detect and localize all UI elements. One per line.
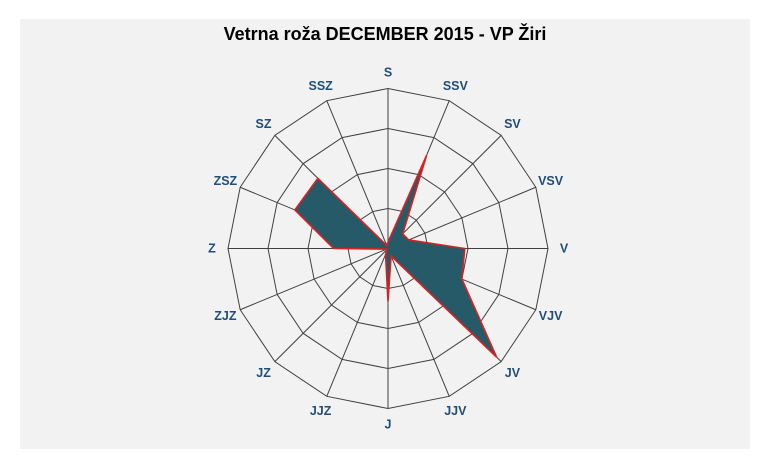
direction-label-SV: SV xyxy=(504,117,521,131)
direction-label-JV: JV xyxy=(505,366,521,380)
direction-label-V: V xyxy=(560,242,569,256)
direction-label-JJZ: JJZ xyxy=(310,404,332,418)
grid-spoke xyxy=(387,135,502,249)
direction-label-JZ: JZ xyxy=(256,366,271,380)
direction-label-ZSZ: ZSZ xyxy=(214,174,238,188)
direction-label-SSZ: SSZ xyxy=(308,79,333,93)
chart-panel: Vetrna roža DECEMBER 2015 - VP Žiri S SSV… xyxy=(20,19,750,449)
chart-title: Vetrna roža DECEMBER 2015 - VP Žiri xyxy=(223,24,547,44)
grid-spoke xyxy=(387,248,450,397)
direction-label-SSV: SSV xyxy=(443,79,469,93)
direction-label-JJV: JJV xyxy=(444,404,467,418)
grid-spoke xyxy=(387,186,537,249)
grid-spoke xyxy=(326,248,389,397)
grid-spoke xyxy=(326,100,389,249)
direction-label-SZ: SZ xyxy=(256,117,272,131)
direction-label-S: S xyxy=(384,66,392,80)
grid-spoke xyxy=(239,248,389,311)
direction-label-VSV: VSV xyxy=(538,174,564,188)
wind-rose-chart: S SSV SV VSV V VJV JV JJV J JJZ JZ ZJZ Z ZSZ SZ SSZ xyxy=(208,66,569,432)
direction-label-VJV: VJV xyxy=(539,309,563,323)
wind-rose-series xyxy=(293,155,498,358)
direction-label-ZJZ: ZJZ xyxy=(214,309,237,323)
direction-label-Z: Z xyxy=(208,242,216,256)
grid-spoke xyxy=(274,248,389,362)
direction-label-J: J xyxy=(385,418,392,432)
